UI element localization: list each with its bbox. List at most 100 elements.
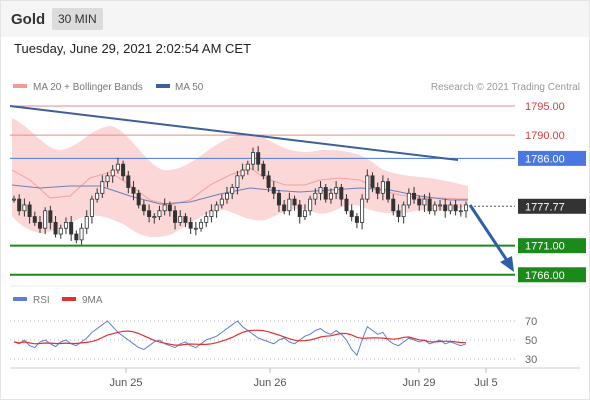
candle-body bbox=[349, 210, 354, 217]
ma20-legend-swatch bbox=[13, 84, 27, 88]
ma50-legend-swatch bbox=[156, 84, 170, 88]
svg-text:1795.00: 1795.00 bbox=[525, 101, 565, 113]
candle-body bbox=[302, 210, 307, 217]
candle-body bbox=[266, 175, 271, 188]
candle-body bbox=[199, 221, 204, 229]
rsi-tick-label: 50 bbox=[525, 335, 537, 347]
candle-body bbox=[131, 187, 136, 194]
forecast-arrow-head bbox=[500, 256, 514, 272]
candle-body bbox=[58, 227, 63, 235]
level-label-1795: 1795.00 bbox=[525, 101, 565, 113]
candle-body bbox=[11, 198, 16, 201]
candle-body bbox=[344, 198, 349, 212]
rsi-ma-line bbox=[13, 329, 467, 346]
candle-body bbox=[162, 204, 167, 212]
candle-body bbox=[219, 198, 224, 206]
candle-body bbox=[188, 221, 193, 229]
candle-body bbox=[240, 169, 245, 177]
candle-body bbox=[276, 192, 281, 206]
candle-body bbox=[178, 216, 183, 223]
ma9-legend-label: 9MA bbox=[82, 295, 103, 306]
rsi-tick-label: 70 bbox=[525, 316, 537, 328]
rsi-legend-label: RSI bbox=[33, 295, 50, 306]
svg-text:1790.00: 1790.00 bbox=[525, 130, 565, 142]
candle-body bbox=[48, 210, 53, 223]
candle-body bbox=[396, 210, 401, 217]
svg-text:1771.00: 1771.00 bbox=[525, 241, 565, 253]
candle-body bbox=[318, 187, 323, 194]
candle-body bbox=[105, 175, 110, 183]
candle-body bbox=[297, 204, 302, 217]
candle-body bbox=[110, 169, 115, 177]
candle-body bbox=[69, 221, 74, 235]
rsi-grid: 70 50 30 bbox=[10, 316, 537, 366]
trendline bbox=[9, 105, 459, 161]
candle-body bbox=[173, 210, 178, 223]
candle-body bbox=[334, 187, 339, 194]
timestamp: Tuesday, June 29, 2021 2:02:54 AM CET bbox=[14, 41, 252, 56]
ma50-legend-label: MA 50 bbox=[175, 82, 204, 93]
candle-body bbox=[17, 198, 22, 212]
level-label-current: 1777.77 bbox=[518, 198, 586, 214]
candle-body bbox=[157, 210, 162, 217]
candle-body bbox=[100, 181, 105, 194]
candle-body bbox=[375, 187, 380, 194]
svg-text:1786.00: 1786.00 bbox=[525, 153, 565, 165]
level-label-1766: 1766.00 bbox=[518, 267, 586, 283]
candle-body bbox=[412, 192, 417, 200]
candle-body bbox=[427, 198, 432, 212]
x-tick-label: Jun 25 bbox=[109, 377, 142, 389]
candle-body bbox=[463, 204, 468, 212]
candle-body bbox=[245, 163, 250, 171]
rsi-line bbox=[13, 320, 467, 357]
candle-body bbox=[79, 227, 84, 241]
candle-body bbox=[438, 204, 443, 207]
candle-body bbox=[386, 181, 391, 200]
candle-body bbox=[287, 198, 292, 212]
candle-body bbox=[417, 198, 422, 206]
candle-body bbox=[167, 204, 172, 212]
bollinger-band bbox=[12, 118, 468, 238]
ma20-line bbox=[11, 167, 468, 206]
candle-body bbox=[453, 204, 458, 212]
rsi-legend-swatch bbox=[13, 297, 27, 301]
candle-body bbox=[141, 204, 146, 212]
candle-body bbox=[380, 181, 385, 194]
svg-text:1777.77: 1777.77 bbox=[525, 201, 565, 213]
candle-body bbox=[209, 210, 214, 217]
candle-body bbox=[53, 221, 58, 235]
candle-body bbox=[360, 198, 365, 223]
candle-body bbox=[391, 198, 396, 212]
candle-body bbox=[339, 187, 344, 200]
candle-body bbox=[370, 175, 375, 188]
candle-body bbox=[152, 216, 157, 218]
timeframe-badge[interactable]: 30 MIN bbox=[52, 8, 103, 30]
x-tick-label: Jul 5 bbox=[474, 377, 497, 389]
candle-body bbox=[63, 221, 68, 229]
candle-body bbox=[432, 204, 437, 212]
candle-body bbox=[230, 187, 235, 194]
forecast-arrow-shaft bbox=[468, 204, 510, 263]
candle-body bbox=[271, 187, 276, 194]
candle-body bbox=[235, 175, 240, 188]
candle-body bbox=[183, 216, 188, 223]
svg-text:1766.00: 1766.00 bbox=[525, 270, 565, 282]
candle-body bbox=[27, 204, 32, 217]
candle-body bbox=[37, 221, 42, 229]
level-label-1771: 1771.00 bbox=[518, 238, 586, 254]
candle-body bbox=[214, 204, 219, 212]
candle-body bbox=[256, 152, 261, 165]
candlestick-series bbox=[11, 146, 468, 245]
candle-body bbox=[32, 216, 37, 223]
candle-body bbox=[74, 233, 79, 241]
candle-body bbox=[225, 192, 230, 200]
candle-body bbox=[323, 187, 328, 200]
candle-body bbox=[250, 152, 255, 165]
candle-body bbox=[292, 198, 297, 206]
candle-body bbox=[458, 210, 463, 213]
candle-body bbox=[365, 175, 370, 200]
candle-body bbox=[193, 227, 198, 230]
candle-body bbox=[282, 204, 287, 212]
symbol-title: Gold bbox=[11, 11, 46, 28]
